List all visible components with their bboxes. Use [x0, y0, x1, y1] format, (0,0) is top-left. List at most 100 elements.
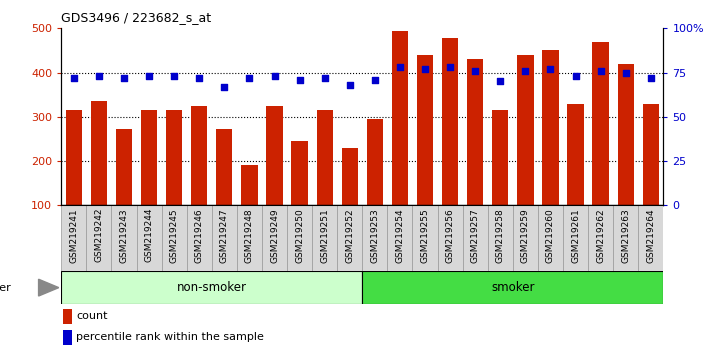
Text: GSM219254: GSM219254 — [395, 208, 404, 263]
Bar — [61, 205, 87, 271]
Text: GSM219253: GSM219253 — [371, 208, 379, 263]
Text: GSM219260: GSM219260 — [546, 208, 555, 263]
Bar — [513, 205, 538, 271]
Text: GSM219241: GSM219241 — [69, 208, 79, 263]
Text: GSM219244: GSM219244 — [145, 208, 154, 262]
Bar — [613, 205, 638, 271]
Bar — [442, 39, 459, 250]
Point — [269, 73, 280, 79]
Point — [193, 75, 205, 81]
Bar — [542, 51, 559, 250]
Text: GSM219247: GSM219247 — [220, 208, 229, 263]
Bar — [337, 205, 363, 271]
Text: GSM219250: GSM219250 — [295, 208, 304, 263]
Point — [143, 73, 155, 79]
Text: non-smoker: non-smoker — [177, 281, 247, 294]
Bar — [363, 271, 663, 304]
Bar — [412, 205, 438, 271]
Text: GSM219261: GSM219261 — [571, 208, 580, 263]
Point — [544, 66, 556, 72]
Bar — [642, 104, 659, 250]
Bar — [492, 110, 508, 250]
Bar — [517, 55, 534, 250]
Bar — [237, 205, 262, 271]
Bar — [262, 205, 287, 271]
Bar — [112, 205, 136, 271]
Bar — [187, 205, 212, 271]
Text: GSM219251: GSM219251 — [320, 208, 329, 263]
Bar — [367, 119, 383, 250]
Point — [93, 73, 105, 79]
Bar — [417, 55, 433, 250]
Text: smoker: smoker — [491, 281, 534, 294]
Bar — [593, 42, 609, 250]
Text: GDS3496 / 223682_s_at: GDS3496 / 223682_s_at — [61, 11, 211, 24]
Text: GSM219259: GSM219259 — [521, 208, 530, 263]
Bar — [216, 129, 232, 250]
Bar — [392, 30, 408, 250]
Point — [469, 68, 481, 74]
Point — [444, 64, 456, 70]
Point — [620, 70, 632, 75]
Text: GSM219264: GSM219264 — [646, 208, 655, 263]
Text: GSM219242: GSM219242 — [94, 208, 103, 262]
Point — [68, 75, 79, 81]
Bar — [242, 166, 257, 250]
Bar — [166, 110, 182, 250]
Bar — [91, 101, 107, 250]
Bar — [63, 309, 72, 324]
Bar — [116, 129, 132, 250]
Bar — [463, 205, 487, 271]
Text: GSM219249: GSM219249 — [270, 208, 279, 263]
Point — [244, 75, 255, 81]
Polygon shape — [39, 279, 59, 296]
Text: percentile rank within the sample: percentile rank within the sample — [76, 332, 264, 342]
Bar — [588, 205, 613, 271]
Text: GSM219258: GSM219258 — [496, 208, 505, 263]
Point — [218, 84, 230, 90]
Bar — [438, 205, 463, 271]
Point — [319, 75, 330, 81]
Point — [344, 82, 355, 88]
Bar — [287, 205, 312, 271]
Bar — [638, 205, 663, 271]
Text: GSM219243: GSM219243 — [120, 208, 128, 263]
Text: GSM219257: GSM219257 — [471, 208, 479, 263]
Bar — [563, 205, 588, 271]
Text: count: count — [76, 311, 108, 321]
Point — [394, 64, 406, 70]
Bar — [538, 205, 563, 271]
Point — [294, 77, 306, 82]
Text: GSM219246: GSM219246 — [195, 208, 204, 263]
Bar — [191, 106, 208, 250]
Point — [495, 79, 506, 84]
Point — [369, 77, 381, 82]
Bar — [567, 104, 584, 250]
Point — [419, 66, 430, 72]
Bar — [63, 330, 72, 345]
Bar — [136, 205, 162, 271]
Bar — [317, 110, 333, 250]
Text: GSM219256: GSM219256 — [446, 208, 455, 263]
Text: GSM219248: GSM219248 — [245, 208, 254, 263]
Bar — [87, 205, 112, 271]
Bar — [162, 205, 187, 271]
Point — [169, 73, 180, 79]
Bar — [61, 271, 363, 304]
Bar — [266, 106, 283, 250]
Bar — [618, 64, 634, 250]
Point — [118, 75, 130, 81]
Point — [570, 73, 581, 79]
Bar — [141, 110, 157, 250]
Text: GSM219255: GSM219255 — [420, 208, 430, 263]
Bar — [312, 205, 337, 271]
Bar — [363, 205, 387, 271]
Bar — [487, 205, 513, 271]
Text: GSM219263: GSM219263 — [622, 208, 630, 263]
Bar — [387, 205, 412, 271]
Text: GSM219262: GSM219262 — [596, 208, 605, 263]
Text: other: other — [0, 282, 11, 293]
Point — [595, 68, 606, 74]
Point — [645, 75, 657, 81]
Bar — [467, 59, 483, 250]
